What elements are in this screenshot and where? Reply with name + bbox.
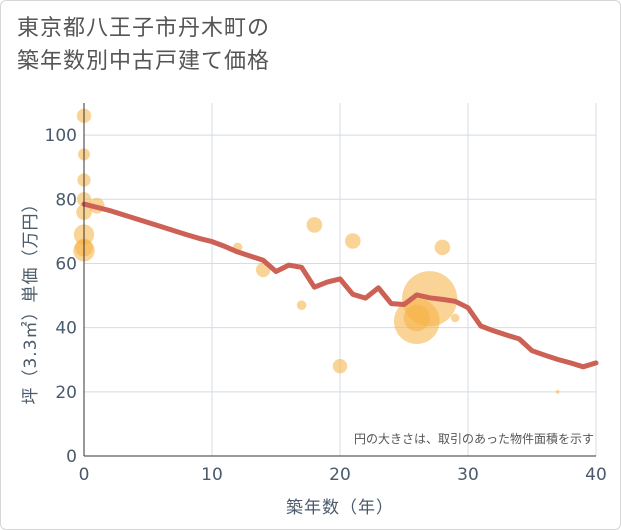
- x-axis-title: 築年数（年）: [286, 498, 394, 518]
- y-tick-label: 0: [66, 447, 77, 467]
- y-axis-ticks: 0 20 40 60 80 100: [45, 126, 77, 467]
- x-tick-label: 0: [79, 465, 90, 485]
- x-axis-ticks: 0 10 20 30 40: [79, 465, 607, 485]
- y-axis-title: 坪（3.3㎡）単価（万円）: [21, 194, 41, 404]
- bubble-size-note: 円の大きさは、取引のあった物件面積を示す: [354, 431, 594, 446]
- x-tick-label: 30: [457, 465, 479, 485]
- y-tick-label: 100: [45, 126, 77, 146]
- grid: [84, 103, 597, 456]
- scatter-point: [345, 233, 361, 249]
- x-tick-label: 40: [585, 465, 607, 485]
- trend-line: [81, 201, 599, 370]
- chart-title: 東京都八王子市丹木町の 築年数別中古戸建て価格: [17, 12, 270, 78]
- scatter-point: [296, 300, 307, 310]
- x-tick-label: 10: [201, 465, 223, 485]
- y-tick-label: 20: [55, 383, 77, 403]
- scatter-points: [73, 108, 560, 394]
- y-tick-label: 40: [55, 319, 77, 339]
- x-tick-label: 20: [329, 465, 351, 485]
- scatter-point: [555, 390, 560, 394]
- chart-title-line-1: 東京都八王子市丹木町の: [17, 16, 271, 41]
- scatter-point: [306, 217, 323, 233]
- y-tick-label: 60: [55, 254, 77, 274]
- y-tick-label: 80: [55, 190, 77, 210]
- scatter-point: [451, 313, 460, 323]
- chart-title-line-2: 築年数別中古戸建て価格: [17, 49, 271, 74]
- scatter-point: [332, 358, 348, 374]
- scatter-point: [434, 239, 451, 256]
